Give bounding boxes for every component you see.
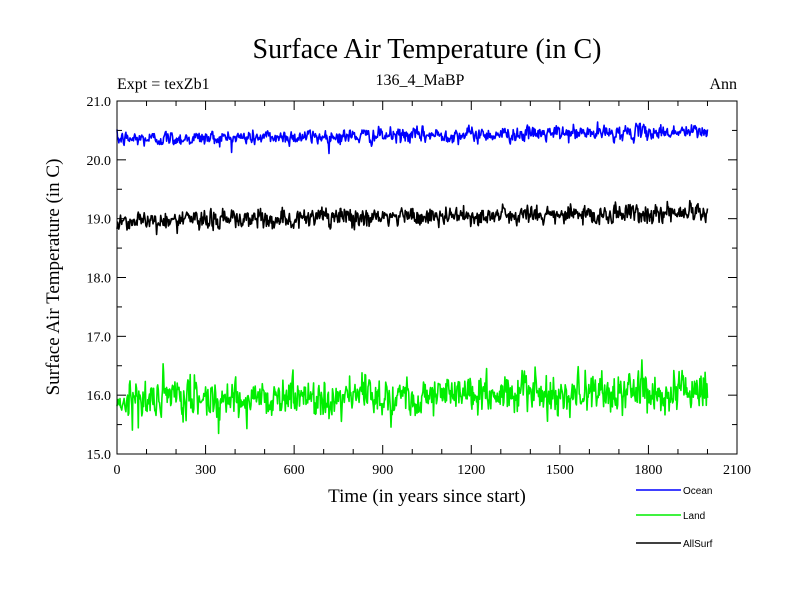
y-tick-label: 20.0	[87, 154, 112, 169]
x-tick-label: 1800	[634, 463, 662, 478]
legend-label-land: Land	[683, 511, 705, 522]
series-line-allsurf	[116, 199, 709, 236]
x-tick-label: 2100	[723, 463, 751, 478]
x-tick-label: 600	[284, 463, 305, 478]
y-tick-label: 21.0	[87, 95, 112, 110]
series-line-land	[116, 359, 709, 435]
x-axis-label: Time (in years since start)	[328, 486, 526, 507]
x-tick-label: 1200	[457, 463, 485, 478]
y-tick-label: 19.0	[87, 213, 112, 228]
legend-label-allsurf: AllSurf	[683, 539, 713, 550]
y-tick-label: 18.0	[87, 272, 112, 287]
chart-title: Surface Air Temperature (in C)	[253, 34, 602, 65]
series-line-ocean	[116, 121, 709, 155]
legend: Ocean Land AllSurf	[636, 486, 713, 550]
x-tick-label: 1500	[546, 463, 574, 478]
subtitle-period: 136_4_MaBP	[376, 72, 465, 89]
subtitle-season: Ann	[709, 76, 737, 93]
y-tick-label: 16.0	[87, 389, 112, 404]
subtitle-expt: Expt = texZb1	[117, 76, 210, 93]
x-tick-label: 300	[195, 463, 216, 478]
legend-label-ocean: Ocean	[683, 486, 712, 497]
axis-layer: 0 300 600 900 1200 1500 1800 2100 15.0 16.0 17.0 18…	[87, 95, 752, 478]
series-layer	[116, 121, 709, 435]
y-tick-label: 17.0	[87, 330, 112, 345]
y-axis-label: Surface Air Temperature (in C)	[43, 159, 64, 396]
y-tick-label: 15.0	[87, 448, 112, 463]
x-tick-label: 0	[114, 463, 121, 478]
x-tick-label: 900	[372, 463, 393, 478]
